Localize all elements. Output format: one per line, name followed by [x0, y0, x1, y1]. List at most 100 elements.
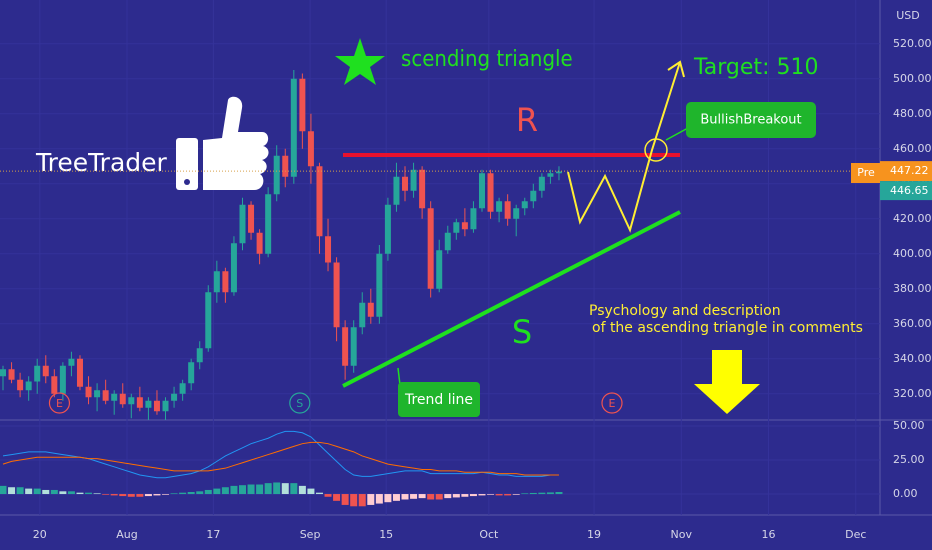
y-tick-label: 340.00: [893, 352, 932, 365]
macd-bar: [410, 494, 418, 499]
macd-bar: [546, 492, 554, 495]
candle-body: [265, 194, 272, 254]
candle-body: [136, 397, 143, 408]
support-label: S: [512, 313, 532, 351]
candle-body: [68, 358, 75, 366]
macd-bar: [384, 494, 392, 503]
macd-bar: [375, 494, 383, 504]
candle-body: [162, 400, 169, 412]
candle-body: [325, 236, 332, 263]
x-tick-label: Sep: [300, 528, 321, 541]
x-tick-label: Aug: [116, 528, 137, 541]
y-tick-label: 320.00: [893, 387, 932, 400]
macd-bar: [529, 492, 537, 495]
candle-body: [478, 173, 485, 209]
candle-body: [555, 171, 562, 174]
candle-body: [25, 381, 32, 391]
candle-body: [307, 131, 314, 167]
macd-bar: [521, 493, 529, 495]
y-tick-label: 460.00: [893, 142, 932, 155]
candle-body: [427, 208, 434, 289]
macd-bar: [307, 488, 315, 495]
thumb-dot: [184, 179, 190, 185]
pre-badge: [851, 163, 880, 183]
macd-bar: [127, 494, 135, 497]
candle-body: [85, 386, 92, 398]
event-marker: [601, 392, 623, 414]
macd-bar: [401, 494, 409, 500]
arrow-head: [667, 60, 685, 78]
breakout-label: BullishBreakout: [700, 113, 801, 128]
macd-bar: [264, 483, 272, 495]
candle-body: [538, 176, 545, 191]
macd-bar: [435, 494, 443, 500]
x-tick-label: 17: [206, 528, 220, 541]
brand: TreeTrader: [35, 148, 168, 177]
y-tick-label: 400.00: [893, 247, 932, 260]
breakout-circle: [644, 138, 668, 162]
callout-pointer: [397, 367, 401, 386]
macd-line: [2, 430, 559, 479]
candle-body: [205, 292, 212, 349]
macd-bar: [461, 494, 469, 497]
support-line: [342, 210, 681, 388]
candle-body: [248, 204, 255, 233]
candle-body: [504, 201, 511, 219]
event-marker: [289, 392, 311, 414]
macd-bar: [221, 487, 229, 495]
candle-body: [333, 262, 340, 328]
macd-bar: [230, 485, 238, 495]
y-tick-label: 380.00: [893, 282, 932, 295]
candle-body: [179, 383, 186, 394]
macd-bar: [59, 491, 67, 495]
macd-bar: [367, 494, 375, 505]
event-label: E: [609, 397, 616, 410]
down-arrow: [694, 350, 760, 414]
macd-tick-label: 0.00: [893, 487, 918, 500]
macd-bar: [281, 483, 289, 495]
candles: [0, 70, 562, 420]
x-tick-label: 19: [587, 528, 601, 541]
macd-bar: [290, 483, 298, 495]
macd-bar: [33, 488, 41, 495]
macd-bar: [392, 494, 400, 501]
macd-bar: [153, 494, 161, 496]
macd-bar: [452, 494, 460, 498]
candle-body: [342, 327, 349, 366]
candle-body: [256, 232, 263, 254]
candle-body: [530, 190, 537, 202]
x-tick-label: 20: [33, 528, 47, 541]
candle-body: [34, 365, 41, 382]
macd-bar: [444, 494, 452, 499]
macd-tick-label: 50.00: [893, 419, 925, 432]
candle-body: [513, 208, 520, 219]
macd-bar: [418, 494, 426, 499]
macd-bar: [333, 494, 341, 501]
macd-bar: [538, 492, 546, 495]
candle-body: [521, 201, 528, 209]
candle-body: [350, 327, 357, 366]
candle-body: [402, 176, 409, 191]
candle-body: [145, 400, 152, 408]
macd-bar: [144, 494, 152, 497]
y-tick-label: 520.00: [893, 37, 932, 50]
candle-body: [111, 393, 118, 401]
target-label: Target: 510: [693, 55, 818, 80]
candle-body: [230, 243, 237, 293]
macd-bar: [162, 494, 170, 495]
macd-bar: [341, 494, 349, 505]
macd-bar: [555, 491, 563, 495]
macd-bar: [50, 489, 58, 495]
candle-body: [94, 390, 101, 398]
macd-bar: [110, 494, 118, 496]
candle-body: [196, 348, 203, 363]
y-tick-label: 480.00: [893, 107, 932, 120]
candle-body: [153, 400, 160, 412]
macd-bar: [179, 492, 187, 495]
candle-body: [367, 302, 374, 317]
candle-body: [470, 208, 477, 230]
star-icon: [335, 38, 385, 85]
macd-bar: [350, 494, 358, 507]
candle-body: [316, 166, 323, 237]
